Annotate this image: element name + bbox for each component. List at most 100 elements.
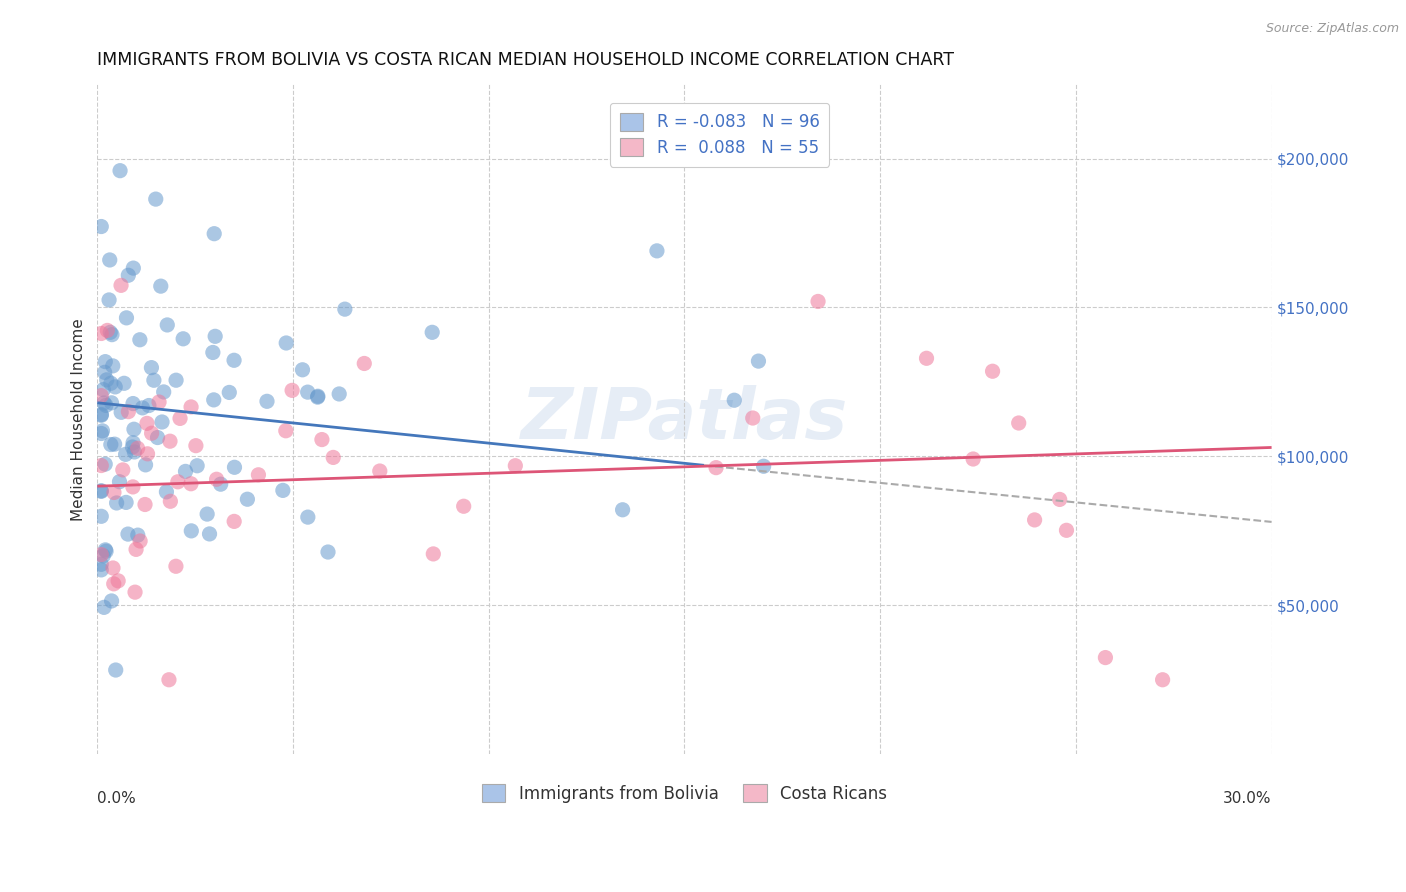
Text: 0.0%: 0.0%	[97, 791, 136, 806]
Point	[90, 484, 112, 499]
Point	[174, 464, 197, 478]
Legend: Immigrants from Bolivia, Costa Ricans: Immigrants from Bolivia, Costa Ricans	[472, 774, 897, 813]
Point	[752, 459, 775, 474]
Point	[281, 384, 304, 398]
Point	[101, 327, 124, 342]
Point	[368, 464, 391, 478]
Point	[94, 457, 117, 471]
Point	[93, 365, 115, 379]
Point	[141, 426, 163, 441]
Point	[150, 415, 173, 429]
Point	[100, 396, 122, 410]
Point	[100, 594, 122, 608]
Point	[645, 244, 668, 258]
Point	[90, 509, 112, 524]
Point	[138, 399, 160, 413]
Point	[247, 467, 270, 482]
Point	[209, 477, 232, 491]
Point	[981, 364, 1004, 378]
Point	[256, 394, 278, 409]
Point	[90, 563, 112, 577]
Point	[110, 405, 132, 419]
Point	[297, 385, 319, 400]
Point	[274, 424, 297, 438]
Point	[333, 302, 356, 317]
Point	[146, 430, 169, 444]
Point	[202, 392, 225, 407]
Point	[222, 353, 245, 368]
Point	[224, 460, 246, 475]
Point	[1049, 492, 1071, 507]
Point	[612, 502, 634, 516]
Point	[131, 401, 153, 415]
Point	[307, 389, 329, 403]
Point	[172, 332, 194, 346]
Point	[124, 445, 146, 459]
Point	[98, 326, 121, 340]
Point	[122, 396, 145, 410]
Point	[1024, 513, 1046, 527]
Point	[94, 542, 117, 557]
Point	[155, 484, 177, 499]
Point	[93, 600, 115, 615]
Point	[110, 278, 132, 293]
Point	[186, 458, 208, 473]
Point	[136, 447, 159, 461]
Point	[96, 323, 118, 337]
Point	[205, 472, 228, 486]
Point	[204, 329, 226, 343]
Point	[90, 389, 112, 403]
Point	[142, 373, 165, 387]
Point	[117, 527, 139, 541]
Point	[184, 439, 207, 453]
Point	[108, 475, 131, 489]
Point	[94, 354, 117, 368]
Point	[107, 574, 129, 588]
Point	[180, 400, 202, 414]
Point	[218, 385, 240, 400]
Point	[915, 351, 938, 366]
Point	[311, 433, 333, 447]
Point	[962, 452, 984, 467]
Point	[105, 496, 128, 510]
Point	[180, 476, 202, 491]
Point	[98, 252, 121, 267]
Text: ZIPatlas: ZIPatlas	[520, 384, 848, 454]
Point	[166, 475, 188, 489]
Point	[122, 261, 145, 276]
Point	[90, 409, 112, 423]
Point	[128, 333, 150, 347]
Point	[112, 376, 135, 391]
Point	[104, 437, 127, 451]
Point	[103, 485, 125, 500]
Point	[125, 542, 148, 557]
Point	[1152, 673, 1174, 687]
Point	[1008, 416, 1031, 430]
Point	[747, 354, 769, 368]
Point	[202, 227, 225, 241]
Point	[201, 345, 224, 359]
Point	[90, 326, 112, 341]
Point	[115, 310, 138, 325]
Point	[156, 318, 179, 332]
Point	[195, 507, 218, 521]
Point	[236, 492, 259, 507]
Point	[307, 390, 329, 404]
Point	[94, 398, 117, 412]
Point	[141, 360, 163, 375]
Point	[148, 395, 170, 409]
Point	[122, 422, 145, 436]
Point	[90, 548, 112, 562]
Point	[165, 559, 187, 574]
Point	[1056, 524, 1078, 538]
Point	[297, 510, 319, 524]
Point	[111, 463, 134, 477]
Point	[117, 404, 139, 418]
Point	[353, 356, 375, 370]
Point	[328, 387, 350, 401]
Point	[104, 663, 127, 677]
Point	[90, 483, 112, 498]
Point	[100, 437, 122, 451]
Point	[316, 545, 339, 559]
Text: IMMIGRANTS FROM BOLIVIA VS COSTA RICAN MEDIAN HOUSEHOLD INCOME CORRELATION CHART: IMMIGRANTS FROM BOLIVIA VS COSTA RICAN M…	[97, 51, 955, 69]
